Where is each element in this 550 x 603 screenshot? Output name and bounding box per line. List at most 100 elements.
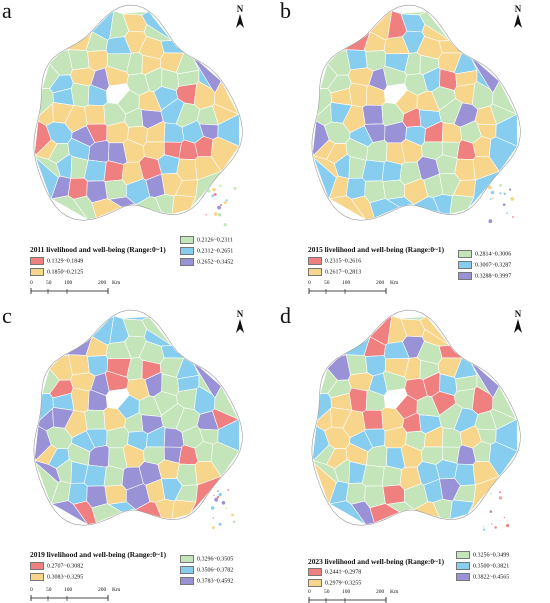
province-outline [311,4,521,221]
county-region [104,484,127,505]
legend-item-4: 0.3007~0.3287 [458,261,511,270]
legend-swatch [30,257,44,265]
island [210,506,215,510]
legend-item-3: 0.3256~0.3499 [456,551,509,560]
county-region [84,409,106,430]
island [211,194,214,197]
legend-title: 2023 livelihood and well-being (Range:0~… [308,557,445,566]
legend-swatch [456,573,470,581]
island [213,494,215,497]
county-region [67,482,88,505]
island [506,212,508,215]
island [490,190,493,193]
legend-item-3: 0.2814~0.3006 [458,250,511,259]
legend-item-5: 0.2652~0.3452 [180,258,233,267]
legend-swatch [30,268,44,276]
island [488,219,493,224]
map-panel-c: c N 2019 livelihood and well-being (Rang… [0,303,270,603]
legend-item-3: 0.3296~0.3505 [180,555,233,564]
island [227,489,230,491]
north-arrow-icon: N [512,309,524,335]
legend-item-5: 0.3288~0.3997 [458,272,511,281]
island [485,493,488,496]
county-region [361,159,385,182]
legend-swatch [180,258,194,266]
county-region [104,179,127,200]
county-region [157,154,180,175]
county-region [361,464,385,487]
island [487,185,492,190]
legend-swatch [180,236,194,244]
island [225,199,228,202]
county-region [348,82,368,108]
county-map [33,309,243,530]
legend-item-4: 0.3500~0.3821 [456,562,509,571]
legend-swatch [30,573,44,581]
island [213,212,218,216]
north-arrow-icon: N [512,4,524,30]
county-map [311,309,521,531]
map-panel-b: b N 2015 livelihood and well-being (Rang… [278,0,548,298]
county-map [33,4,243,227]
island [503,516,505,519]
island [509,188,512,191]
island [219,184,222,187]
island [223,201,227,205]
legend-swatch [30,562,44,570]
legend-item-1: 0.1329~0.1849 [30,257,83,266]
legend-swatch [308,257,322,265]
island [506,524,510,528]
island [491,523,493,525]
island [223,223,227,227]
county-region [381,160,403,182]
legend-item-2: 0.2617~0.2813 [308,268,361,277]
legend-swatch [180,566,194,574]
island [499,183,502,187]
island [213,193,217,196]
province-outline [311,309,521,526]
legend-item-4: 0.2312~0.2651 [180,247,233,256]
panel-letter: b [280,0,291,23]
county-region [103,160,125,182]
county-region [362,409,384,430]
map-panel-a: a N 2011 livelihood and well-being (Rang… [0,0,270,298]
county-region [348,387,368,413]
island [205,214,207,216]
county-region [171,194,197,215]
scale-bar: 0 50 100 200 Km [30,587,121,601]
province-outline [33,4,243,221]
island [233,520,236,524]
island [512,216,514,218]
legend-item-5: 0.3822~0.4565 [456,573,509,582]
island [233,186,237,190]
county-map [311,4,521,224]
county-region [449,499,475,520]
scale-bar: 0 50 100 200 Km [308,280,399,294]
island [211,526,215,530]
legend-swatch [180,577,194,585]
county-region [449,194,475,215]
island [207,189,211,193]
legend-swatch [180,247,194,255]
island [482,525,485,528]
island [502,203,506,206]
island [500,496,503,499]
island [212,187,216,192]
island [217,213,222,217]
legend-swatch [458,261,472,269]
legend-item-2: 0.2979~0.3255 [308,579,361,588]
island [483,528,486,531]
county-region [435,459,458,480]
island [510,197,515,201]
county-region [83,464,107,487]
county-region [435,154,458,175]
island [220,203,222,206]
county-region [83,159,107,182]
county-region [157,459,180,480]
county-region [382,179,405,200]
legend-swatch [456,551,470,559]
legend-title: 2011 livelihood and well-being (Range:0~… [30,245,166,254]
legend-swatch [456,562,470,570]
island [494,526,497,529]
legend-title: 2015 livelihood and well-being (Range:0~… [308,245,445,254]
